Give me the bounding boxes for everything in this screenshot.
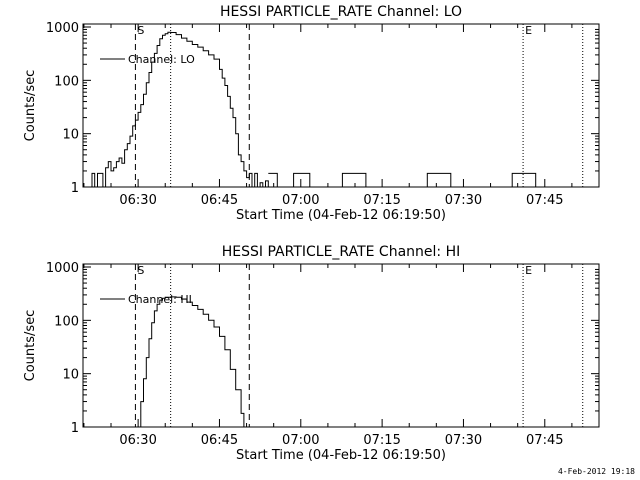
y-tick-label: 1000 <box>46 21 79 36</box>
plot-frame <box>82 263 600 428</box>
x-tick-label: 07:00 <box>282 193 319 208</box>
x-tick-label: 07:30 <box>445 433 482 448</box>
x-tick-label: 06:30 <box>119 193 156 208</box>
y-tick-label: 1 <box>71 421 79 436</box>
x-tick-label: 07:15 <box>363 433 400 448</box>
x-tick-label: 07:45 <box>526 193 563 208</box>
y-tick-label: 1000 <box>46 261 79 276</box>
y-axis-label: Counts/sec <box>23 70 38 142</box>
legend-label: Channel: HI <box>128 293 192 306</box>
series-line <box>138 296 245 428</box>
time-marker-label: E <box>525 264 532 277</box>
chart-lo-channel: HESSI PARTICLE_RATE Channel: LO 1 10 100 100… <box>23 4 600 223</box>
plot-frame <box>82 23 600 188</box>
x-axis-label: Start Time (04-Feb-12 06:19:50) <box>236 448 446 463</box>
time-marker-label: S <box>137 24 144 37</box>
chart-title: HESSI PARTICLE_RATE Channel: HI <box>222 244 460 260</box>
x-tick-label: 07:45 <box>526 433 563 448</box>
y-axis-label: Counts/sec <box>23 310 38 382</box>
x-tick-label: 06:30 <box>119 433 156 448</box>
legend-label: Channel: LO <box>128 53 195 66</box>
y-tick-label: 10 <box>62 368 79 383</box>
x-tick-label: 06:45 <box>201 433 238 448</box>
y-tick-label: 1 <box>71 181 79 196</box>
chart-hi-channel: HESSI PARTICLE_RATE Channel: HI 1 10 100 100… <box>23 244 600 463</box>
y-tick-label: 100 <box>54 74 79 89</box>
x-tick-label: 07:15 <box>363 193 400 208</box>
y-tick-label: 100 <box>54 314 79 329</box>
time-marker-label: E <box>525 24 532 37</box>
time-marker-label: S <box>137 264 144 277</box>
x-tick-label: 07:30 <box>445 193 482 208</box>
footer-timestamp: 4-Feb-2012 19:18 <box>558 467 635 476</box>
series-noise-line <box>268 172 596 188</box>
series-line <box>86 31 269 188</box>
chart-title: HESSI PARTICLE_RATE Channel: LO <box>220 4 462 20</box>
x-tick-label: 06:45 <box>201 193 238 208</box>
x-axis-label: Start Time (04-Feb-12 06:19:50) <box>236 208 446 223</box>
x-tick-label: 07:00 <box>282 433 319 448</box>
y-tick-label: 10 <box>62 128 79 143</box>
